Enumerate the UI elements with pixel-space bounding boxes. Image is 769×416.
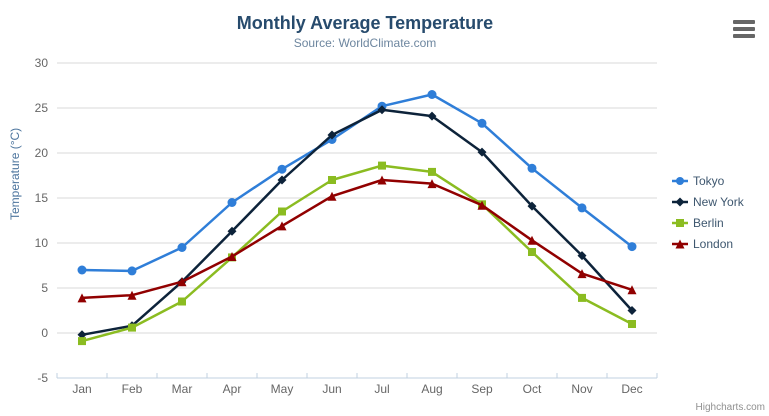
hamburger-icon (733, 27, 755, 31)
legend-label: New York (693, 195, 744, 209)
x-axis-label: Dec (621, 382, 642, 396)
data-point-marker-london[interactable] (277, 221, 287, 231)
data-point-marker-london[interactable] (477, 200, 487, 210)
context-menu-button[interactable] (733, 20, 755, 38)
chart-title: Monthly Average Temperature (236, 13, 494, 33)
legend: Tokyo New York Berlin London (672, 174, 744, 251)
data-point-marker-tokyo[interactable] (427, 90, 437, 99)
data-point-marker-berlin[interactable] (628, 320, 636, 328)
y-axis-label: 25 (35, 101, 49, 115)
y-axis-label: 20 (35, 146, 49, 160)
data-point-marker-berlin[interactable] (278, 207, 286, 216)
y-axis-title: Temperature (°C) (8, 127, 22, 220)
series-line-new-york[interactable] (80, 108, 634, 337)
y-axis-label: 5 (41, 281, 48, 295)
data-point-marker-new-york[interactable] (477, 147, 487, 157)
data-point-marker-london[interactable] (327, 191, 337, 201)
square-marker-icon (672, 219, 688, 227)
data-point-marker-new-york[interactable] (577, 251, 587, 261)
x-axis-label: Sep (471, 382, 493, 396)
data-point-marker-berlin[interactable] (378, 161, 386, 170)
data-point-marker-new-york[interactable] (427, 111, 437, 121)
diamond-marker-icon (672, 197, 688, 207)
data-point-marker-london[interactable] (127, 290, 137, 300)
data-point-marker-london[interactable] (377, 175, 387, 185)
data-point-marker-tokyo[interactable] (177, 243, 187, 252)
legend-label: Tokyo (693, 174, 725, 188)
data-point-marker-berlin[interactable] (328, 176, 336, 184)
data-point-marker-london[interactable] (177, 277, 187, 287)
triangle-marker-icon (672, 239, 688, 249)
x-axis-label: Feb (122, 382, 143, 396)
hamburger-icon (733, 34, 755, 38)
data-point-marker-tokyo[interactable] (627, 242, 637, 252)
y-axis-label: 10 (35, 236, 49, 250)
data-point-marker-new-york[interactable] (77, 330, 87, 340)
data-point-marker-berlin[interactable] (578, 293, 586, 302)
data-point-marker-berlin[interactable] (528, 248, 536, 256)
x-axis-label: Jul (374, 382, 389, 396)
data-point-marker-tokyo[interactable] (577, 203, 587, 213)
circle-marker-icon (672, 177, 688, 185)
data-point-marker-london[interactable] (77, 293, 87, 303)
data-point-marker-tokyo[interactable] (127, 266, 137, 276)
data-point-marker-tokyo[interactable] (527, 163, 537, 173)
data-point-marker-tokyo[interactable] (477, 118, 487, 128)
y-axis-label: 0 (41, 326, 48, 340)
data-point-marker-tokyo[interactable] (77, 265, 87, 275)
data-point-marker-tokyo[interactable] (227, 198, 237, 207)
data-point-marker-tokyo[interactable] (277, 164, 287, 174)
data-point-marker-london[interactable] (627, 285, 637, 295)
series-line-london[interactable] (80, 178, 634, 300)
legend-item-new-york[interactable]: New York (672, 195, 744, 209)
data-point-marker-berlin[interactable] (428, 167, 436, 176)
legend-item-london[interactable]: London (672, 237, 744, 251)
y-axis-label: 30 (35, 56, 49, 70)
legend-label: Berlin (693, 216, 724, 230)
x-axis-label: Nov (571, 382, 592, 396)
data-point-marker-new-york[interactable] (277, 175, 287, 185)
x-axis-label: Apr (223, 382, 242, 396)
x-axis-label: Mar (172, 382, 193, 396)
y-axis-label: 15 (35, 191, 49, 205)
data-point-marker-new-york[interactable] (527, 201, 537, 211)
data-point-marker-berlin[interactable] (128, 323, 136, 332)
data-point-marker-berlin[interactable] (78, 337, 86, 346)
series-line-berlin[interactable] (80, 164, 634, 343)
data-point-marker-london[interactable] (577, 269, 587, 279)
data-point-marker-berlin[interactable] (178, 297, 186, 306)
data-point-marker-new-york[interactable] (377, 105, 387, 115)
series-line-tokyo[interactable] (80, 93, 634, 273)
data-point-marker-london[interactable] (427, 179, 437, 189)
data-point-marker-new-york[interactable] (627, 306, 637, 315)
credits-link[interactable]: Highcharts.com (695, 402, 765, 413)
chart-subtitle: Source: WorldClimate.com (293, 36, 437, 50)
legend-label: London (693, 237, 734, 251)
x-axis-label: Jan (72, 382, 91, 396)
data-point-marker-new-york[interactable] (327, 130, 337, 140)
x-axis-label: Oct (523, 382, 542, 396)
data-point-marker-london[interactable] (527, 235, 537, 245)
data-point-marker-london[interactable] (227, 252, 237, 261)
hamburger-icon (733, 20, 755, 24)
x-axis-label: May (271, 382, 294, 396)
legend-item-tokyo[interactable]: Tokyo (672, 174, 744, 188)
data-point-marker-new-york[interactable] (227, 226, 237, 236)
y-axis-label: -5 (37, 371, 48, 385)
x-axis-label: Aug (421, 382, 442, 396)
x-axis-label: Jun (322, 382, 341, 396)
legend-item-berlin[interactable]: Berlin (672, 216, 744, 230)
